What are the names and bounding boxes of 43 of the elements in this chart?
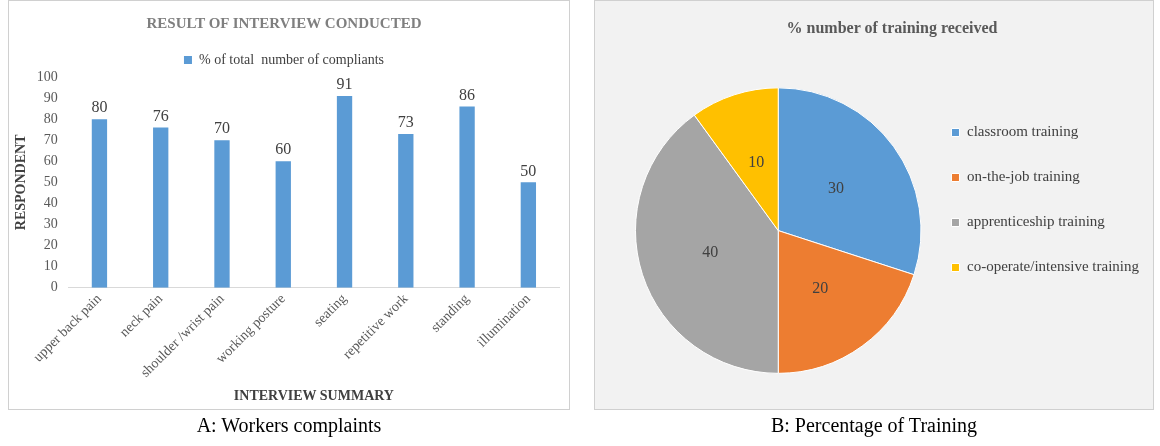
bar — [275, 161, 291, 288]
text: B: Percentage of Training — [769, 414, 979, 437]
legend-label: % of total number of compliants — [198, 51, 385, 67]
bar — [153, 127, 169, 288]
y-tick-label: 40 — [43, 195, 58, 211]
y-axis-title: RESPONDENT — [13, 133, 29, 231]
data-label: 30 — [827, 178, 844, 196]
legend-label: apprenticeship training — [966, 213, 1106, 230]
data-label: 40 — [702, 242, 719, 260]
bar — [520, 182, 537, 288]
legend-label: on-the-job training — [966, 168, 1081, 185]
data-label: 20 — [812, 278, 829, 296]
data-label: 10 — [748, 152, 765, 170]
data-label: 73 — [397, 113, 414, 131]
chart-title: RESULT OF INTERVIEW CONDUCTED — [146, 14, 422, 31]
y-tick-label: 80 — [43, 110, 58, 126]
bar — [459, 106, 475, 288]
chart-title: % number of training received — [786, 18, 998, 37]
bar — [398, 133, 414, 288]
y-tick-label: 90 — [43, 89, 58, 105]
text: A: Workers complaints — [195, 414, 383, 437]
data-label: 60 — [275, 140, 292, 158]
y-tick-label: 50 — [43, 174, 58, 190]
data-label: 80 — [91, 98, 108, 116]
data-label: 70 — [213, 119, 230, 137]
y-tick-label: 30 — [43, 216, 58, 232]
bar — [214, 140, 230, 288]
x-tick-label: neck pain — [116, 290, 166, 340]
y-tick-label: 70 — [43, 131, 58, 147]
legend-label: co-operate/intensive training — [966, 258, 1140, 275]
x-axis-title: INTERVIEW SUMMARY — [233, 388, 394, 404]
data-label: 76 — [152, 106, 169, 124]
y-tick-label: 100 — [36, 68, 58, 84]
data-label: 86 — [459, 85, 476, 103]
data-label: 91 — [336, 75, 353, 93]
y-tick-label: 10 — [43, 258, 58, 274]
data-label: 50 — [520, 161, 537, 179]
bar — [336, 95, 353, 288]
legend-label: classroom training — [966, 123, 1079, 140]
bar — [91, 119, 108, 288]
y-tick-label: 0 — [50, 279, 58, 295]
y-tick-label: 20 — [43, 237, 58, 253]
y-tick-label: 60 — [43, 152, 58, 168]
